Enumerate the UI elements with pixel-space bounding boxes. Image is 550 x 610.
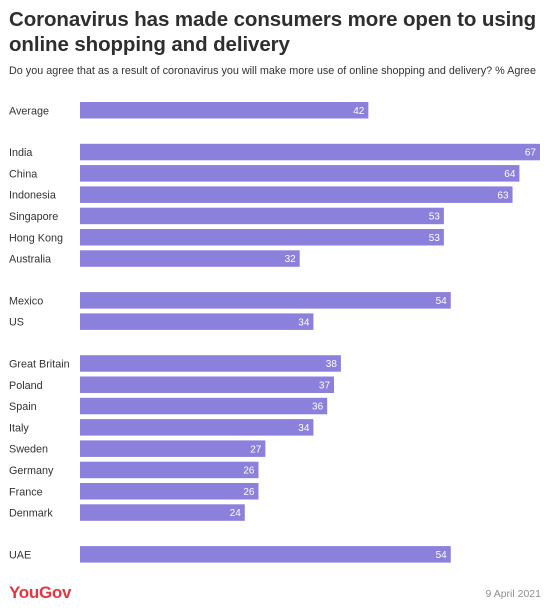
bar-great-britain — [80, 355, 341, 372]
value-label-spain: 36 — [312, 402, 324, 413]
value-label-china: 64 — [504, 169, 516, 180]
value-label-hong-kong: 53 — [429, 233, 441, 244]
yougov-logo: YouGov — [9, 583, 72, 602]
category-label-average: Average — [9, 105, 49, 117]
bar-sweden — [80, 440, 266, 457]
category-label-great-britain: Great Britain — [9, 358, 70, 370]
category-label-spain: Spain — [9, 401, 37, 413]
bar-germany — [80, 461, 259, 479]
bar-us — [80, 313, 314, 330]
category-label-hong-kong: Hong Kong — [9, 232, 63, 244]
bar-singapore — [80, 207, 444, 225]
value-label-australia: 32 — [285, 254, 297, 265]
category-label-us: US — [9, 317, 24, 329]
category-label-singapore: Singapore — [9, 211, 58, 223]
value-label-uae: 54 — [436, 550, 448, 561]
value-label-india: 67 — [525, 148, 537, 159]
bar-hong-kong — [80, 229, 444, 246]
bar-italy — [80, 419, 314, 436]
publish-date: 9 April 2021 — [485, 588, 541, 600]
bar-uae — [80, 546, 451, 563]
value-label-sweden: 27 — [250, 444, 262, 455]
value-label-italy: 34 — [298, 423, 310, 434]
bar-denmark — [80, 504, 245, 521]
category-label-india: India — [9, 147, 32, 159]
category-label-uae: UAE — [9, 549, 31, 561]
value-label-denmark: 24 — [230, 508, 242, 519]
bar-australia — [80, 250, 300, 267]
value-label-germany: 26 — [243, 466, 255, 477]
bar-spain — [80, 397, 328, 415]
category-label-australia: Australia — [9, 254, 51, 266]
category-label-indonesia: Indonesia — [9, 190, 56, 202]
category-label-france: France — [9, 486, 43, 498]
value-label-singapore: 53 — [429, 212, 441, 223]
bar-india — [80, 143, 540, 161]
bar-china — [80, 165, 520, 182]
category-label-poland: Poland — [9, 380, 43, 392]
bar-poland — [80, 376, 335, 393]
value-label-indonesia: 63 — [497, 190, 509, 201]
bar-indonesia — [80, 186, 513, 203]
category-label-sweden: Sweden — [9, 444, 48, 456]
value-label-average: 42 — [353, 106, 365, 117]
bar-average — [80, 102, 369, 119]
category-label-mexico: Mexico — [9, 295, 43, 307]
category-label-germany: Germany — [9, 465, 54, 477]
value-label-france: 26 — [243, 487, 255, 498]
category-label-denmark: Denmark — [9, 508, 53, 520]
value-label-poland: 37 — [319, 380, 331, 391]
chart-subtitle: Do you agree that as a result of coronav… — [9, 65, 536, 77]
bar-france — [80, 483, 259, 500]
value-label-mexico: 54 — [436, 296, 448, 307]
category-label-china: China — [9, 168, 37, 180]
value-label-great-britain: 38 — [326, 359, 338, 370]
category-label-italy: Italy — [9, 422, 29, 434]
bar-mexico — [80, 292, 451, 309]
chart-title: Coronavirus has made consumers more open… — [9, 8, 537, 56]
value-label-us: 34 — [298, 317, 310, 328]
